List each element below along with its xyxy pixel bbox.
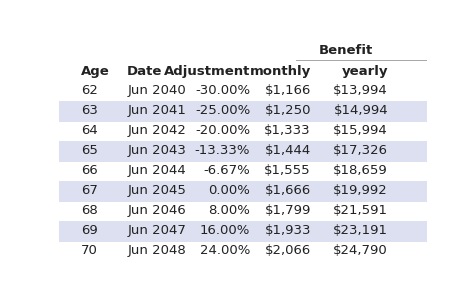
Text: 64: 64 — [82, 124, 98, 137]
Text: $1,555: $1,555 — [264, 164, 311, 177]
Text: $1,166: $1,166 — [264, 84, 311, 97]
Text: -30.00%: -30.00% — [195, 84, 250, 97]
Text: 67: 67 — [82, 184, 98, 197]
Text: yearly: yearly — [342, 65, 388, 78]
Bar — [59, 101, 427, 122]
Text: Jun 2047: Jun 2047 — [127, 224, 186, 237]
Text: -20.00%: -20.00% — [195, 124, 250, 137]
Text: 66: 66 — [82, 164, 98, 177]
Text: $19,992: $19,992 — [333, 184, 388, 197]
Text: Jun 2045: Jun 2045 — [127, 184, 186, 197]
Text: $24,790: $24,790 — [333, 244, 388, 257]
Text: -13.33%: -13.33% — [195, 144, 250, 157]
Text: 63: 63 — [82, 104, 98, 117]
Text: Jun 2043: Jun 2043 — [127, 144, 186, 157]
Text: $1,933: $1,933 — [264, 224, 311, 237]
Text: Jun 2041: Jun 2041 — [127, 104, 186, 117]
Text: -6.67%: -6.67% — [203, 164, 250, 177]
Text: Jun 2044: Jun 2044 — [127, 164, 186, 177]
Text: $17,326: $17,326 — [333, 144, 388, 157]
Text: Jun 2046: Jun 2046 — [127, 204, 186, 217]
Text: 0.00%: 0.00% — [209, 184, 250, 197]
Text: $23,191: $23,191 — [333, 224, 388, 237]
Text: 8.00%: 8.00% — [209, 204, 250, 217]
Text: $21,591: $21,591 — [333, 204, 388, 217]
Text: 68: 68 — [82, 204, 98, 217]
Bar — [59, 141, 427, 161]
Text: $1,799: $1,799 — [264, 204, 311, 217]
Text: Age: Age — [82, 65, 110, 78]
Bar — [59, 181, 427, 202]
Text: 24.00%: 24.00% — [200, 244, 250, 257]
Text: Jun 2042: Jun 2042 — [127, 124, 186, 137]
Text: monthly: monthly — [250, 65, 311, 78]
Text: $18,659: $18,659 — [333, 164, 388, 177]
Text: Jun 2048: Jun 2048 — [127, 244, 186, 257]
Text: $15,994: $15,994 — [333, 124, 388, 137]
Text: 16.00%: 16.00% — [200, 224, 250, 237]
Text: -25.00%: -25.00% — [195, 104, 250, 117]
Text: $13,994: $13,994 — [333, 84, 388, 97]
Text: Jun 2040: Jun 2040 — [127, 84, 186, 97]
Text: 65: 65 — [82, 144, 98, 157]
Text: 69: 69 — [82, 224, 98, 237]
Text: $14,994: $14,994 — [333, 104, 388, 117]
Text: Benefit: Benefit — [319, 44, 373, 57]
Text: 70: 70 — [82, 244, 98, 257]
Text: Adjustment: Adjustment — [164, 65, 250, 78]
Bar — [59, 221, 427, 242]
Text: $1,444: $1,444 — [264, 144, 311, 157]
Text: $1,333: $1,333 — [264, 124, 311, 137]
Text: Date: Date — [127, 65, 163, 78]
Text: 62: 62 — [82, 84, 98, 97]
Text: $1,250: $1,250 — [264, 104, 311, 117]
Text: $1,666: $1,666 — [264, 184, 311, 197]
Text: $2,066: $2,066 — [264, 244, 311, 257]
